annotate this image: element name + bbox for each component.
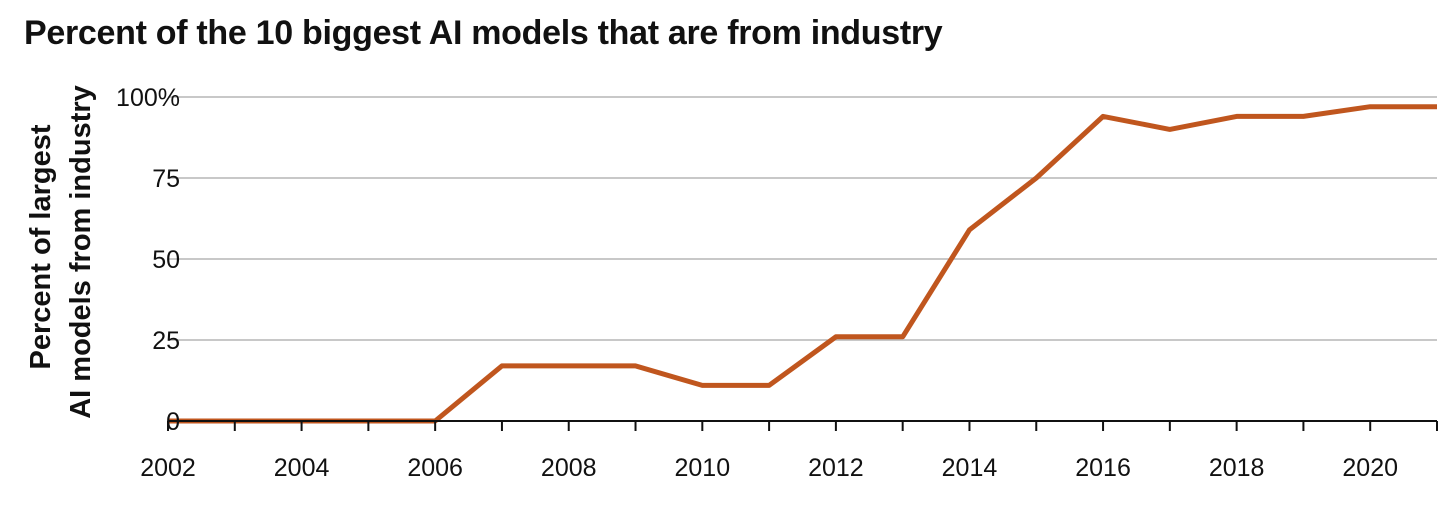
x-tick-label: 2012 bbox=[808, 454, 864, 482]
x-tick-label: 2004 bbox=[274, 454, 330, 482]
series-line bbox=[168, 104, 1437, 424]
y-tick-label: 75 bbox=[152, 165, 180, 193]
x-tick-label: 2008 bbox=[541, 454, 597, 482]
y-tick-label: 25 bbox=[152, 327, 180, 355]
gridlines bbox=[168, 96, 1437, 341]
x-tick-label: 2010 bbox=[675, 454, 731, 482]
y-axis-tick-labels: 0 25 50 75 100% bbox=[116, 84, 180, 436]
series-group bbox=[168, 104, 1437, 424]
x-tick-label: 2016 bbox=[1075, 454, 1131, 482]
y-axis-label-line2: AI models from industry bbox=[65, 85, 97, 419]
y-tick-label: 100% bbox=[116, 84, 180, 112]
x-axis: 2002 2004 2006 2008 2010 2012 2014 2016 2018 2020 bbox=[140, 420, 1438, 482]
x-tick-label: 2020 bbox=[1342, 454, 1398, 482]
y-tick-label: 50 bbox=[152, 246, 180, 274]
y-axis-label-line1: Percent of largest bbox=[25, 124, 57, 369]
x-tick-label: 2014 bbox=[942, 454, 998, 482]
x-tick-label: 2002 bbox=[140, 454, 196, 482]
x-tick-label: 2006 bbox=[407, 454, 463, 482]
chart-title: Percent of the 10 biggest AI models that… bbox=[24, 14, 943, 52]
y-tick-label: 0 bbox=[166, 408, 180, 436]
x-tick-label: 2018 bbox=[1209, 454, 1265, 482]
